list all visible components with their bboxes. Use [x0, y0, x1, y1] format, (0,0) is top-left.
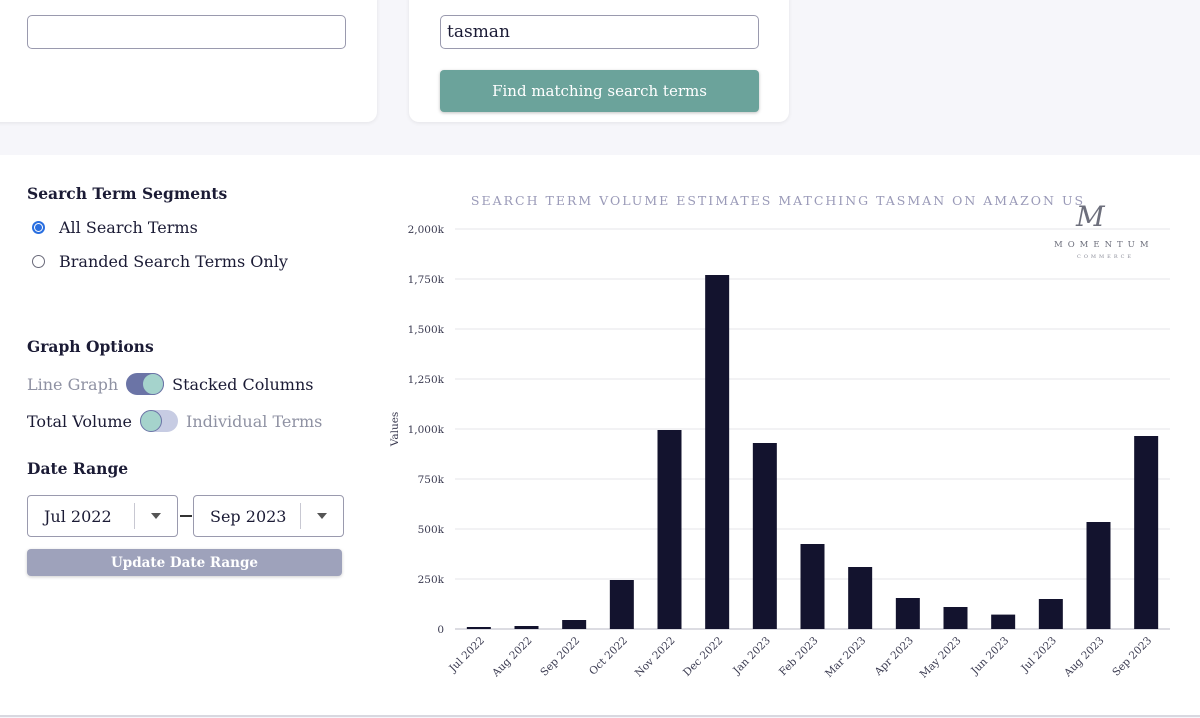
search-card: Find matching search terms	[409, 0, 789, 122]
y-tick-label: 0	[437, 624, 444, 636]
graph-options-heading: Graph Options	[27, 337, 154, 356]
x-tick-label: Jul 2023	[1018, 635, 1059, 676]
bar-nov-2022	[657, 430, 682, 629]
end-date-select[interactable]: Sep 2023	[193, 495, 344, 537]
bar-oct-2022	[609, 580, 634, 629]
bar-dec-2022	[705, 275, 730, 629]
x-tick-label: Aug 2022	[489, 635, 534, 680]
start-date-value: Jul 2022	[44, 506, 112, 526]
x-tick-label: Apr 2023	[872, 635, 916, 679]
find-matching-search-terms-button[interactable]: Find matching search terms	[440, 70, 759, 112]
x-tick-label: Jul 2022	[446, 635, 487, 676]
x-tick-label: Nov 2022	[633, 635, 678, 680]
range-separator	[180, 515, 192, 517]
search-term-input[interactable]	[440, 15, 759, 49]
radio-button[interactable]	[32, 255, 45, 268]
end-date-value: Sep 2023	[210, 506, 287, 526]
y-tick-label: 1,000k	[408, 424, 445, 436]
total-volume-label: Total Volume	[27, 411, 133, 431]
chevron-down-icon[interactable]	[301, 513, 343, 519]
stacked-columns-label: Stacked Columns	[172, 374, 314, 394]
x-tick-label: Mar 2023	[823, 635, 868, 680]
bar-jan-2023	[752, 443, 777, 629]
y-axis-label: Values	[389, 412, 401, 448]
x-tick-label: Jun 2023	[968, 635, 1011, 678]
update-date-range-button[interactable]: Update Date Range	[27, 549, 342, 576]
chart-title: SEARCH TERM VOLUME ESTIMATES MATCHING TA…	[471, 193, 1085, 208]
search-volume-bar-chart: SEARCH TERM VOLUME ESTIMATES MATCHING TA…	[389, 193, 1170, 681]
top-left-card	[0, 0, 377, 122]
x-tick-label: May 2023	[918, 635, 964, 681]
bar-sep-2023	[1134, 436, 1159, 629]
x-tick-label: Feb 2023	[777, 635, 821, 679]
line-graph-label: Line Graph	[27, 374, 119, 394]
volume-mode-toggle[interactable]	[140, 410, 179, 432]
bar-feb-2023	[800, 544, 825, 629]
radio-label: All Search Terms	[59, 218, 198, 237]
segments-heading: Search Term Segments	[27, 184, 228, 203]
bar-aug-2023	[1086, 522, 1111, 629]
radio-button-checked[interactable]	[32, 221, 45, 234]
x-tick-label: Oct 2022	[587, 635, 630, 678]
individual-terms-label: Individual Terms	[186, 411, 323, 431]
bar-jul-2022	[466, 627, 491, 629]
y-tick-label: 2,000k	[408, 224, 445, 236]
y-tick-label: 750k	[418, 474, 445, 486]
momentum-logo-wordmark: MOMENTUM	[1054, 240, 1154, 250]
x-tick-label: Jan 2023	[730, 635, 773, 678]
bottom-divider	[0, 715, 1200, 717]
chevron-down-icon[interactable]	[135, 513, 177, 519]
search-input-left[interactable]	[27, 15, 346, 49]
bar-mar-2023	[848, 567, 873, 629]
graph-type-toggle-row: Line Graph Stacked Columns	[27, 373, 314, 395]
radio-branded-search-terms[interactable]: Branded Search Terms Only	[32, 252, 288, 271]
date-range-heading: Date Range	[27, 459, 129, 478]
y-tick-label: 1,500k	[408, 324, 445, 336]
bar-may-2023	[943, 607, 968, 629]
x-tick-label: Aug 2023	[1061, 635, 1106, 680]
bar-jun-2023	[991, 614, 1016, 629]
bar-jul-2023	[1038, 599, 1063, 629]
volume-toggle-row: Total Volume Individual Terms	[27, 410, 322, 432]
bar-sep-2022	[562, 620, 587, 629]
graph-type-toggle[interactable]	[126, 373, 165, 395]
x-tick-label: Dec 2022	[681, 635, 725, 679]
x-tick-label: Sep 2022	[538, 635, 582, 679]
y-tick-label: 500k	[418, 524, 445, 536]
bar-apr-2023	[895, 598, 920, 629]
radio-all-search-terms[interactable]: All Search Terms	[32, 218, 198, 237]
bar-aug-2022	[514, 626, 539, 629]
x-tick-label: Sep 2023	[1110, 635, 1154, 679]
y-tick-label: 1,750k	[408, 274, 445, 286]
momentum-logo-mark: M	[1076, 200, 1105, 233]
y-tick-label: 250k	[418, 574, 445, 586]
y-tick-label: 1,250k	[408, 374, 445, 386]
start-date-select[interactable]: Jul 2022	[27, 495, 178, 537]
radio-label: Branded Search Terms Only	[59, 252, 288, 271]
momentum-logo-subtitle: COMMERCE	[1077, 254, 1135, 260]
